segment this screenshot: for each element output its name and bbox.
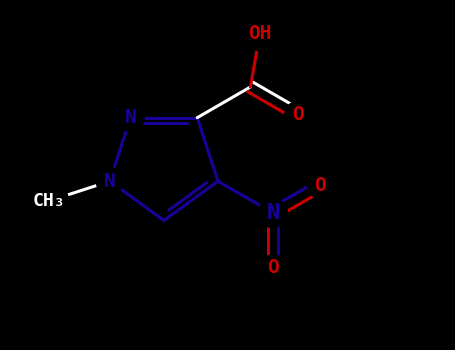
Circle shape bbox=[308, 173, 333, 198]
Text: OH: OH bbox=[248, 24, 272, 43]
Circle shape bbox=[260, 255, 286, 280]
Circle shape bbox=[243, 16, 277, 50]
Text: N: N bbox=[266, 203, 280, 223]
Circle shape bbox=[96, 168, 123, 195]
Circle shape bbox=[30, 182, 68, 220]
Text: N: N bbox=[104, 172, 116, 191]
Circle shape bbox=[117, 104, 144, 131]
Circle shape bbox=[285, 102, 310, 127]
Text: O: O bbox=[292, 105, 303, 124]
Text: CH₃: CH₃ bbox=[33, 192, 66, 210]
Circle shape bbox=[258, 198, 288, 228]
Text: N: N bbox=[125, 108, 136, 127]
Text: O: O bbox=[314, 176, 326, 195]
Text: O: O bbox=[267, 258, 279, 277]
